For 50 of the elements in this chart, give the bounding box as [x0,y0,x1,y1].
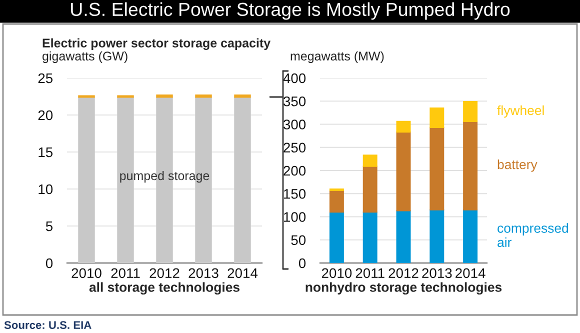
y-tick-label: 50 [291,235,306,246]
bar [362,212,378,263]
bar [396,132,411,212]
bar [396,120,411,133]
y-tick-label: 250 [284,142,306,153]
bar [362,166,378,213]
y-tick-label: 400 [283,73,306,84]
y-tick-label: 200 [284,166,306,176]
series-label: battery [498,159,538,172]
y-tick-label: 100 [284,212,306,222]
y-tick-label: 15 [38,147,53,158]
x-tick-label: 2011 [111,268,140,278]
x-tick-label: 2014 [456,268,486,278]
x-tick-label: 2014 [228,268,258,278]
x-axis-title: nonhydro storage technologies [306,282,502,295]
y-tick-label: 0 [298,258,306,268]
bar [430,209,444,263]
chart-subtitle: Electric power sector storage capacity [42,38,271,50]
y-tick-label: 350 [283,96,306,106]
bar [463,101,478,122]
y-tick-label: 10 [38,184,53,194]
y-tick-label: 25 [38,73,53,84]
x-tick-label: 2010 [322,268,352,278]
bar [329,212,344,263]
series-label: flywheel [497,105,544,118]
source-note: Source: U.S. EIA [4,321,92,329]
bar [396,210,411,263]
bar [430,108,444,128]
series-label: pumped storage [120,170,210,183]
bar [362,154,378,167]
y-axis-title: megawatts (MW) [290,51,384,63]
series-label: compressed air [498,223,568,248]
x-axis-title: all storage technologies [89,282,240,295]
bar [463,209,478,263]
x-tick-label: 2012 [150,268,180,278]
y-tick-label: 20 [38,110,53,120]
bar [463,120,478,210]
chart-title: U.S. Electric Power Storage is Mostly Pumped Hydro [71,2,510,20]
y-tick-label: 0 [46,258,53,268]
y-axis-title: gigawatts (GW) [42,51,128,63]
x-tick-label: 2010 [72,268,102,278]
bar [430,126,444,210]
y-tick-label: 5 [46,221,53,232]
bar [329,190,344,213]
x-tick-label: 2013 [422,268,452,278]
x-tick-label: 2013 [188,268,218,278]
y-tick-label: 300 [283,120,306,130]
x-tick-label: 2012 [388,268,418,278]
y-tick-label: 150 [284,188,306,199]
x-tick-label: 2011 [356,268,384,278]
